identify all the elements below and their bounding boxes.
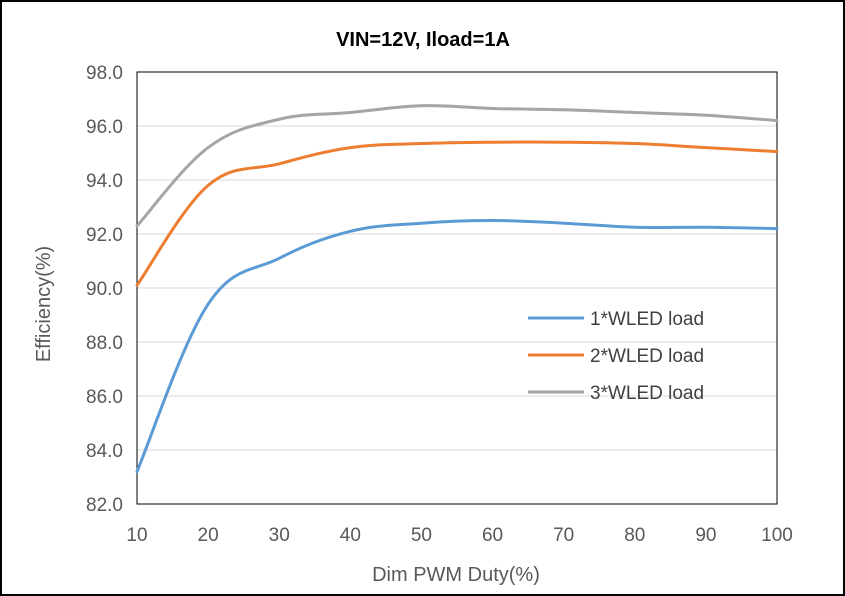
x-tick-label: 90 <box>695 525 716 546</box>
series-line-1-wled <box>135 219 779 474</box>
gridlines <box>137 71 777 505</box>
x-axis-ticks: 10 20 30 40 50 60 70 80 90 100 <box>126 525 792 546</box>
y-axis-label: Efficiency(%) <box>33 246 55 362</box>
x-tick-label: 100 <box>761 525 793 546</box>
plot-area <box>136 71 778 505</box>
legend-label: 3*WLED load <box>590 383 704 404</box>
x-tick-label: 20 <box>198 525 219 546</box>
chart-title: VIN=12V, Iload=1A <box>336 29 510 51</box>
x-tick-label: 40 <box>340 525 361 546</box>
y-tick-label: 86.0 <box>86 387 123 408</box>
x-axis-label: Dim PWM Duty(%) <box>372 564 540 586</box>
x-tick-label: 30 <box>269 525 290 546</box>
series-lines <box>135 104 779 474</box>
series-line-3-wled <box>135 104 779 228</box>
y-tick-label: 88.0 <box>86 333 123 354</box>
legend: 1*WLED load 2*WLED load 3*WLED load <box>528 309 704 404</box>
y-tick-label: 92.0 <box>86 225 123 246</box>
y-axis-ticks: 82.0 84.0 86.0 88.0 90.0 92.0 94.0 96.0 98.0 <box>86 63 123 516</box>
y-tick-label: 98.0 <box>86 63 123 84</box>
y-tick-label: 96.0 <box>86 117 123 138</box>
x-tick-label: 50 <box>411 525 432 546</box>
legend-label: 1*WLED load <box>590 309 704 330</box>
y-tick-label: 90.0 <box>86 279 123 300</box>
y-tick-label: 94.0 <box>86 171 123 192</box>
series-line-2-wled <box>135 140 779 287</box>
x-tick-label: 60 <box>482 525 503 546</box>
y-tick-label: 84.0 <box>86 441 123 462</box>
x-tick-label: 70 <box>553 525 574 546</box>
y-tick-label: 82.0 <box>86 495 123 516</box>
x-tick-label: 10 <box>126 525 147 546</box>
legend-label: 2*WLED load <box>590 346 704 367</box>
x-tick-label: 80 <box>624 525 645 546</box>
